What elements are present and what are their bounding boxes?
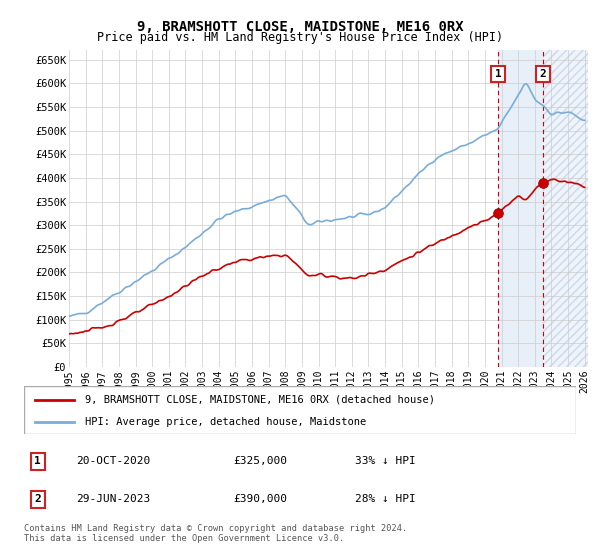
Text: 9, BRAMSHOTT CLOSE, MAIDSTONE, ME16 0RX (detached house): 9, BRAMSHOTT CLOSE, MAIDSTONE, ME16 0RX … [85,395,435,405]
Text: 29-JUN-2023: 29-JUN-2023 [76,494,151,504]
Text: 1: 1 [34,456,41,466]
Text: 2: 2 [540,69,547,79]
Text: £390,000: £390,000 [234,494,288,504]
Bar [543,50,588,367]
Bar [543,50,588,367]
Text: 20-OCT-2020: 20-OCT-2020 [76,456,151,466]
Bar [498,50,543,367]
Text: 1: 1 [494,69,502,79]
FancyBboxPatch shape [24,386,576,434]
Text: 28% ↓ HPI: 28% ↓ HPI [355,494,416,504]
Text: 2: 2 [34,494,41,504]
Text: 9, BRAMSHOTT CLOSE, MAIDSTONE, ME16 0RX: 9, BRAMSHOTT CLOSE, MAIDSTONE, ME16 0RX [137,20,463,34]
Text: HPI: Average price, detached house, Maidstone: HPI: Average price, detached house, Maid… [85,417,366,427]
Text: 33% ↓ HPI: 33% ↓ HPI [355,456,416,466]
Text: Price paid vs. HM Land Registry's House Price Index (HPI): Price paid vs. HM Land Registry's House … [97,31,503,44]
Text: £325,000: £325,000 [234,456,288,466]
Text: Contains HM Land Registry data © Crown copyright and database right 2024.
This d: Contains HM Land Registry data © Crown c… [24,524,407,543]
